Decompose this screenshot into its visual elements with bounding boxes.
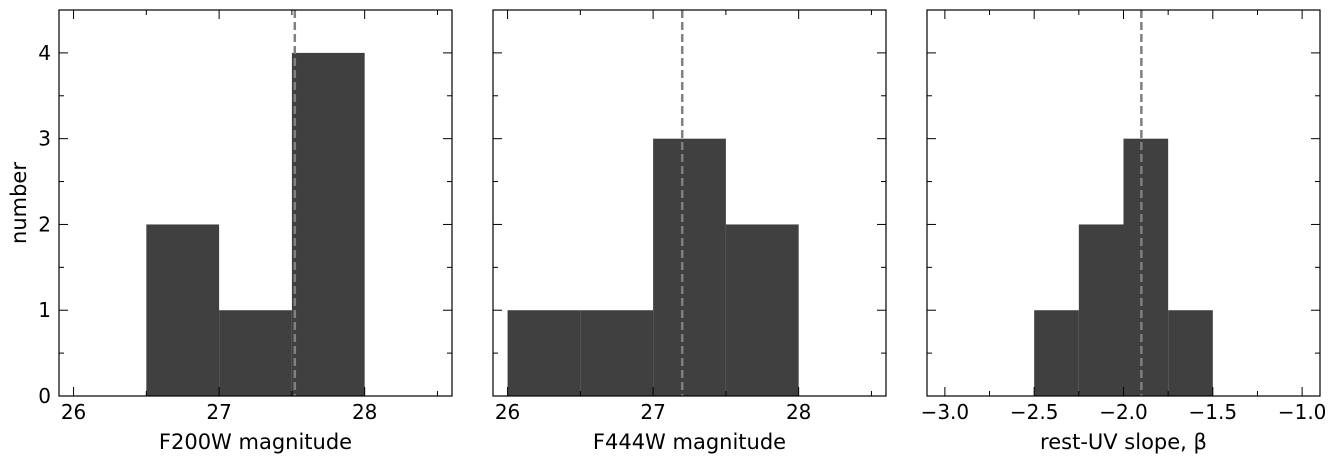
x-tick-label: 27: [206, 400, 231, 424]
y-tick-label: 2: [38, 212, 51, 236]
histogram-panel-1: 26 27 28 0 1 2 3 4 F200W magnitude number: [7, 9, 453, 454]
x-axis-label: F444W magnitude: [593, 430, 786, 454]
x-tick-label: −3.0: [921, 400, 970, 424]
y-axis-label: number: [7, 162, 31, 244]
histogram-bar: [1168, 310, 1213, 396]
x-tick-label: 26: [495, 400, 520, 424]
y-tick-label: 3: [38, 127, 51, 151]
histogram-bar: [1034, 310, 1079, 396]
plot-frame: [492, 9, 887, 397]
histogram-bar: [146, 224, 220, 396]
y-tick-label: 1: [38, 298, 51, 322]
plot-frame: [58, 9, 453, 397]
x-axis-label: F200W magnitude: [159, 430, 352, 454]
x-axis-label: rest-UV slope, β: [1040, 430, 1207, 454]
x-tick-label: 26: [61, 400, 86, 424]
histogram-panel-3: −3.0 −2.5 −2.0 −1.5 −1.0 rest-UV slope, β: [921, 9, 1327, 454]
histogram-bar: [291, 52, 365, 397]
x-tick-label: 28: [352, 400, 377, 424]
x-tick-label: −2.0: [1099, 400, 1148, 424]
histogram-bar: [1123, 138, 1169, 396]
histogram-bar: [725, 224, 799, 396]
y-tick-label: 0: [38, 384, 51, 408]
histogram-bar: [219, 310, 292, 396]
histogram-bar: [653, 138, 726, 396]
x-tick-label: 27: [640, 400, 665, 424]
x-tick-label: −1.0: [1278, 400, 1327, 424]
x-tick-label: 28: [786, 400, 811, 424]
x-tick-label: −2.5: [1010, 400, 1059, 424]
y-tick-label: 4: [38, 41, 51, 65]
histogram-bar: [580, 310, 654, 396]
histogram-bar: [507, 310, 581, 396]
x-tick-label: −1.5: [1189, 400, 1238, 424]
histogram-bar: [1078, 224, 1124, 396]
